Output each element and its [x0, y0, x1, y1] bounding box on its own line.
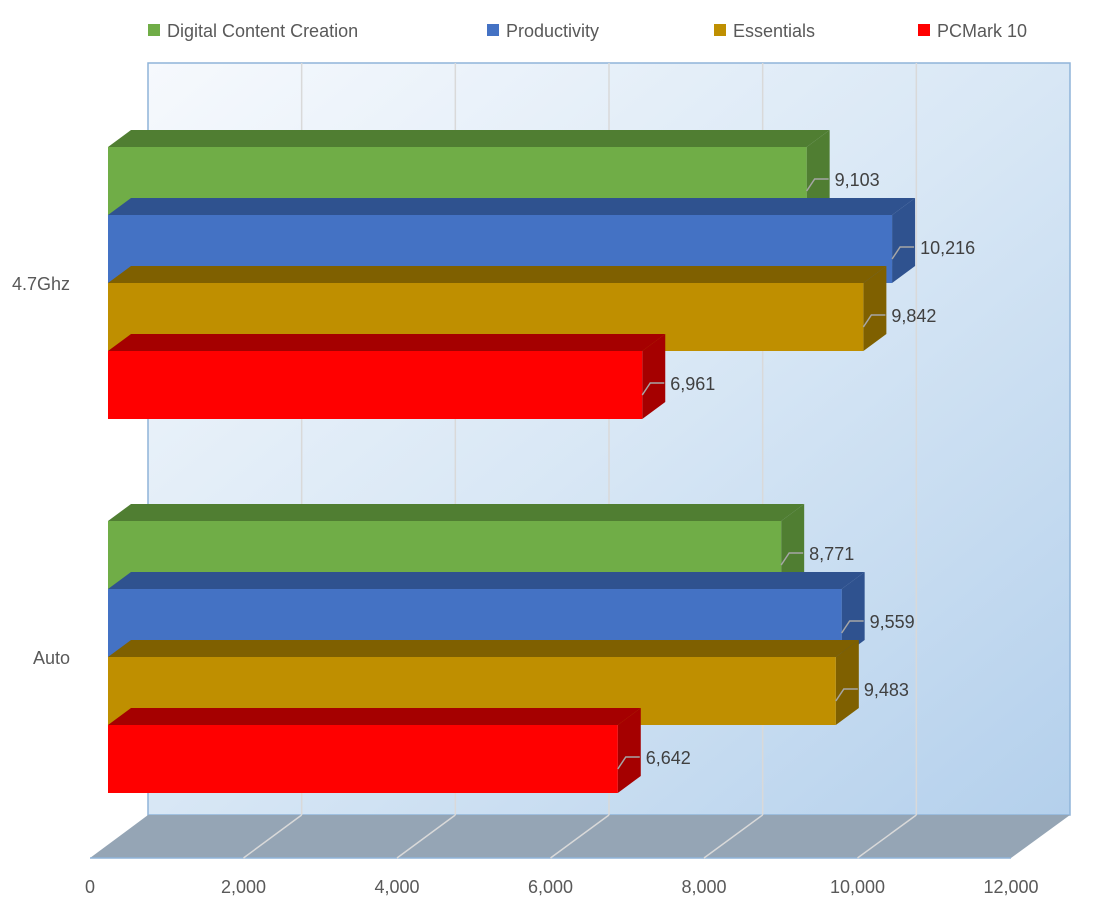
data-label: 9,559	[870, 612, 915, 632]
data-label: 6,642	[646, 748, 691, 768]
data-label: 6,961	[670, 374, 715, 394]
x-tick-label: 10,000	[830, 877, 885, 897]
bar-side-face	[806, 130, 830, 215]
legend-label: PCMark 10	[937, 21, 1027, 41]
data-label-leader	[641, 382, 665, 396]
legend-label: Productivity	[506, 21, 599, 41]
data-label: 9,483	[864, 680, 909, 700]
x-tick-label: 8,000	[681, 877, 726, 897]
bar-top-face	[108, 266, 887, 283]
data-label-leader	[841, 620, 864, 634]
floor-gridline	[857, 814, 917, 859]
legend-swatch	[148, 24, 160, 36]
bar-side-face	[617, 708, 641, 793]
data-label-leader	[617, 756, 640, 770]
x-tick-label: 2,000	[221, 877, 266, 897]
legend-label: Essentials	[733, 21, 815, 41]
data-label-leader	[780, 552, 804, 566]
bar-top-face	[108, 708, 641, 725]
bar-top-face	[108, 572, 865, 589]
bar-side-face	[863, 266, 887, 351]
bar-top-face	[108, 130, 830, 147]
bar-side-face	[841, 572, 865, 657]
bar-side-face	[835, 640, 859, 725]
bar	[108, 351, 643, 419]
floor-gridline	[550, 814, 610, 859]
legend-label: Digital Content Creation	[167, 21, 358, 41]
legend-swatch	[918, 24, 930, 36]
data-label-leader	[891, 246, 915, 260]
bar-side-face	[642, 334, 666, 419]
legend-swatch	[487, 24, 499, 36]
data-label: 9,842	[891, 306, 936, 326]
y-category-label: 4.7Ghz	[12, 274, 70, 294]
floor-gridline	[243, 814, 303, 859]
data-label: 10,216	[920, 238, 975, 258]
x-tick-label: 4,000	[374, 877, 419, 897]
floor-gridline	[703, 814, 764, 859]
data-label: 9,103	[835, 170, 880, 190]
x-tick-label: 0	[85, 877, 95, 897]
bar-top-face	[108, 198, 916, 215]
bar	[108, 725, 618, 793]
x-tick-label: 6,000	[528, 877, 573, 897]
data-label: 8,771	[809, 544, 854, 564]
data-label-leader	[835, 688, 858, 702]
data-label-leader	[806, 178, 829, 192]
x-tick-label: 12,000	[983, 877, 1038, 897]
bar-top-face	[108, 504, 805, 521]
legend-swatch	[714, 24, 726, 36]
bar-side-face	[781, 504, 805, 589]
y-category-label: Auto	[33, 648, 70, 668]
bar-top-face	[108, 640, 859, 657]
bar-top-face	[108, 334, 666, 351]
data-label-leader	[862, 314, 886, 328]
floor-gridline	[396, 814, 456, 859]
bar-side-face	[892, 198, 916, 283]
